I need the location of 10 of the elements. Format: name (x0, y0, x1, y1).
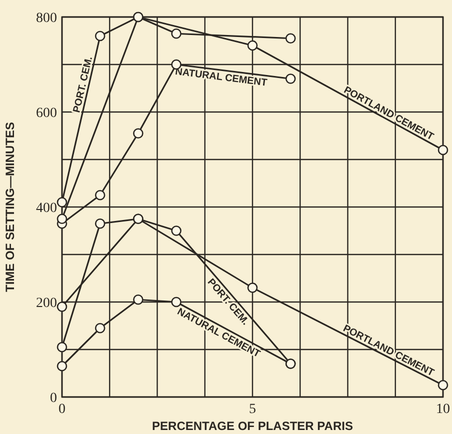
y-tick-label: 200 (36, 296, 57, 311)
x-axis-title: PERCENTAGE OF PLASTER PARIS (152, 419, 353, 433)
y-tick-label: 0 (50, 390, 57, 406)
y-tick-label: 800 (36, 10, 57, 26)
y-tick-label: 400 (36, 200, 57, 216)
y-tick-label: 600 (36, 106, 57, 121)
x-tick-label: 10 (436, 402, 450, 417)
x-tick-label: 5 (249, 402, 256, 417)
text: NATURAL CEMENT (174, 66, 268, 89)
y-axis-title: TIME OF SETTING—MINUTES (3, 122, 17, 292)
